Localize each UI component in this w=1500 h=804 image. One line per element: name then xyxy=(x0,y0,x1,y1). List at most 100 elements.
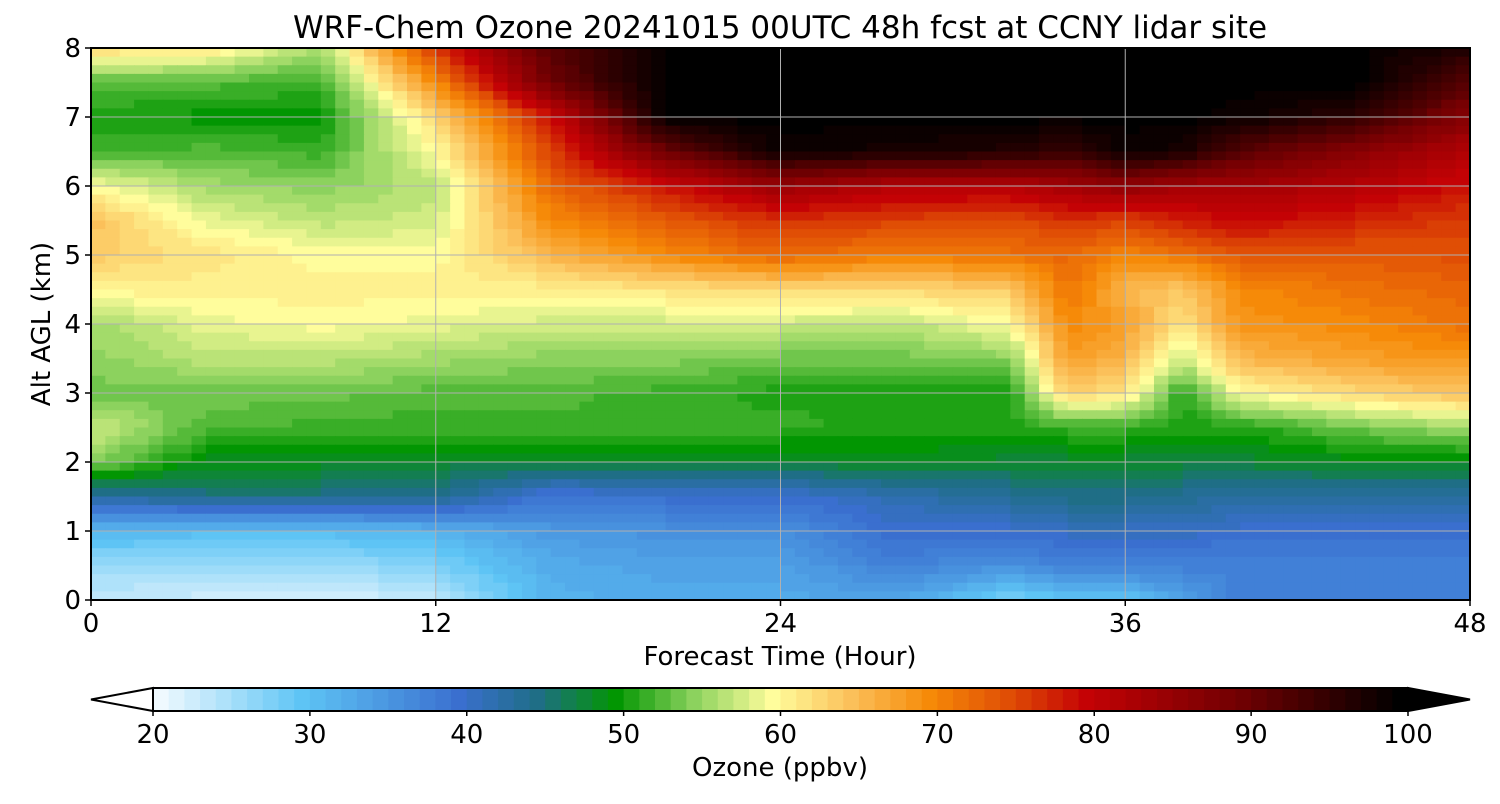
heatmap-cell xyxy=(205,186,221,196)
heatmap-cell xyxy=(1153,358,1169,368)
heatmap-cell xyxy=(521,117,537,127)
heatmap-cell xyxy=(450,349,466,360)
heatmap-cell xyxy=(220,427,236,437)
heatmap-cell xyxy=(1326,237,1342,247)
heatmap-cell xyxy=(507,142,523,153)
heatmap-cell xyxy=(478,444,494,454)
heatmap-cell xyxy=(1053,177,1069,187)
heatmap-cell xyxy=(967,211,983,222)
heatmap-cell xyxy=(550,470,566,480)
heatmap-cell xyxy=(263,401,279,411)
heatmap-cell xyxy=(866,203,882,213)
heatmap-cell xyxy=(579,341,595,351)
heatmap-cell xyxy=(924,73,940,84)
heatmap-cell xyxy=(837,142,853,153)
heatmap-cell xyxy=(1355,246,1371,256)
heatmap-cell xyxy=(852,203,868,213)
heatmap-cell xyxy=(1326,99,1342,109)
heatmap-cell xyxy=(1110,479,1126,489)
heatmap-cell xyxy=(1297,470,1313,480)
heatmap-cell xyxy=(1311,255,1327,265)
heatmap-cell xyxy=(378,108,394,118)
heatmap-cell xyxy=(938,65,954,75)
heatmap-cell xyxy=(608,306,624,316)
heatmap-cell xyxy=(292,142,308,153)
heatmap-cell xyxy=(780,246,796,256)
heatmap-cell xyxy=(622,82,638,92)
heatmap-cell xyxy=(335,306,351,316)
heatmap-cell xyxy=(780,341,796,351)
heatmap-cell xyxy=(249,306,264,316)
heatmap-cell xyxy=(363,436,379,446)
heatmap-cell xyxy=(1197,487,1213,498)
heatmap-cell xyxy=(809,298,825,308)
heatmap-cell xyxy=(292,401,308,411)
heatmap-cell xyxy=(378,99,394,109)
heatmap-cell xyxy=(349,462,365,472)
heatmap-cell xyxy=(794,280,810,291)
heatmap-cell xyxy=(407,142,422,153)
heatmap-cell xyxy=(1383,246,1399,256)
heatmap-cell xyxy=(320,263,336,273)
heatmap-cell xyxy=(679,142,695,153)
heatmap-cell xyxy=(435,272,451,282)
heatmap-cell xyxy=(694,341,710,351)
heatmap-cell xyxy=(507,203,523,213)
heatmap-cell xyxy=(651,358,667,368)
heatmap-cell xyxy=(378,487,394,498)
heatmap-cell xyxy=(234,142,250,153)
heatmap-cell xyxy=(1110,289,1126,299)
heatmap-cell xyxy=(1297,125,1313,135)
heatmap-cell xyxy=(507,470,523,480)
heatmap-cell xyxy=(363,375,379,385)
heatmap-cell xyxy=(708,306,724,316)
heatmap-cell xyxy=(1153,168,1169,178)
heatmap-cell xyxy=(967,186,983,196)
heatmap-cell xyxy=(349,168,365,178)
heatmap-cell xyxy=(91,401,106,411)
heatmap-cell xyxy=(1139,177,1155,187)
heatmap-cell xyxy=(1082,99,1098,109)
heatmap-cell xyxy=(1240,444,1256,454)
heatmap-cell xyxy=(579,255,595,265)
heatmap-cell xyxy=(148,418,164,429)
heatmap-cell xyxy=(263,332,279,342)
heatmap-cell xyxy=(952,358,968,368)
heatmap-cell xyxy=(536,229,552,239)
heatmap-cell xyxy=(478,99,494,109)
heatmap-cell xyxy=(363,246,379,256)
heatmap-cell xyxy=(392,358,408,368)
heatmap-cell xyxy=(320,367,336,377)
heatmap-cell xyxy=(909,237,925,247)
heatmap-cell xyxy=(1010,315,1026,325)
heatmap-cell xyxy=(1110,272,1126,282)
heatmap-cell xyxy=(837,470,853,480)
heatmap-cell xyxy=(737,211,753,222)
heatmap-cell xyxy=(608,194,624,204)
heatmap-cell xyxy=(823,487,839,498)
heatmap-cell xyxy=(909,341,925,351)
heatmap-cell xyxy=(1182,194,1198,204)
heatmap-cell xyxy=(622,134,638,144)
heatmap-cell xyxy=(1254,99,1270,109)
heatmap-cell xyxy=(895,298,911,308)
heatmap-cell xyxy=(335,99,351,109)
heatmap-cell xyxy=(363,367,379,377)
heatmap-cell xyxy=(1455,134,1470,144)
heatmap-cell xyxy=(1225,462,1241,472)
heatmap-cell xyxy=(91,479,106,489)
heatmap-cell xyxy=(1398,462,1414,472)
heatmap-cell xyxy=(924,186,940,196)
heatmap-cell xyxy=(981,401,997,411)
heatmap-cell xyxy=(335,272,351,282)
heatmap-cell xyxy=(220,203,236,213)
heatmap-cell xyxy=(1197,384,1213,394)
heatmap-cell xyxy=(1168,237,1184,247)
heatmap-cell xyxy=(306,211,322,222)
heatmap-cell xyxy=(1398,393,1414,403)
heatmap-cell xyxy=(148,272,164,282)
heatmap-cell xyxy=(1340,324,1356,334)
heatmap-cell xyxy=(550,117,566,127)
heatmap-cell xyxy=(349,237,365,247)
heatmap-cell xyxy=(148,375,164,385)
